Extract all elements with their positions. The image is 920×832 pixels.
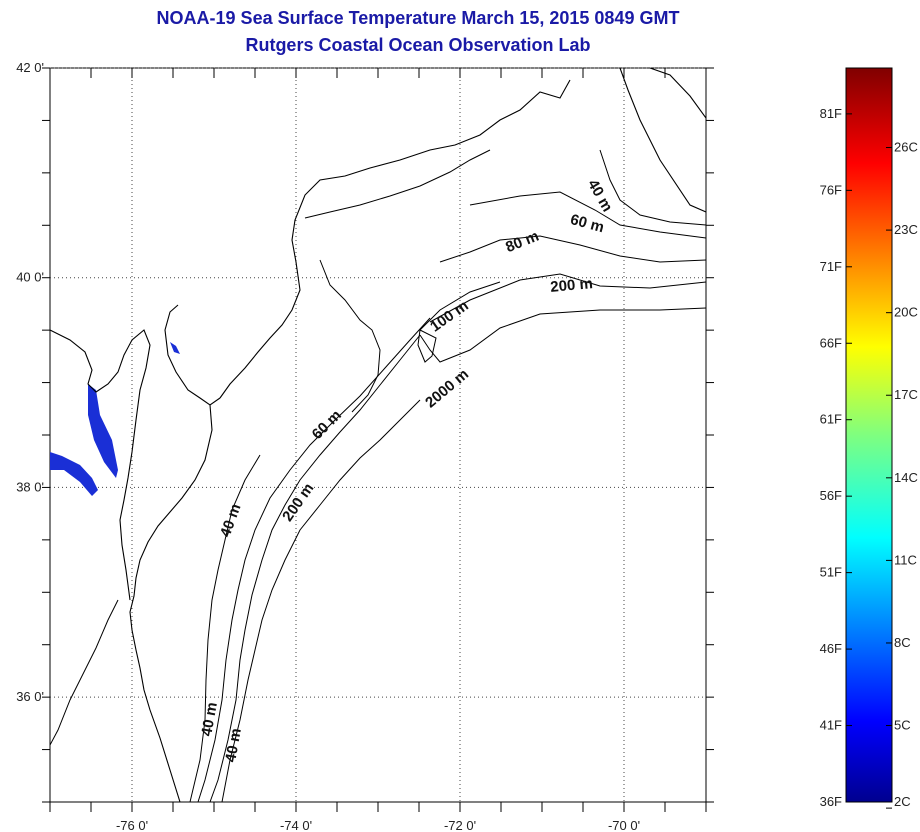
colorbar-label-c: 2C bbox=[894, 794, 911, 809]
map-subtitle: Rutgers Coastal Ocean Observation Lab bbox=[245, 35, 591, 55]
chesapeake-bay-water bbox=[88, 384, 118, 478]
isobath-40m-south bbox=[189, 454, 261, 802]
colorbar-label-f: 46F bbox=[820, 641, 842, 656]
chesapeake-bay-water bbox=[50, 452, 98, 496]
coastline-and-bathymetry bbox=[50, 68, 706, 802]
isobath-inner-shelf bbox=[319, 259, 381, 413]
colorbar-scale bbox=[845, 67, 893, 803]
lat-tick-label: 38 0' bbox=[16, 479, 44, 494]
colorbar-label-f: 66F bbox=[820, 335, 842, 350]
colorbar-label-f: 76F bbox=[820, 182, 842, 197]
colorbar-label-c: 17C bbox=[894, 387, 918, 402]
isobath-hudson-canyon bbox=[417, 329, 437, 363]
isobath-80m bbox=[439, 235, 706, 263]
lon-tick-label: -70 0' bbox=[608, 818, 640, 832]
colorbar-fahrenheit-labels: 81F 76F 71F 66F 61F 56F 51F 46F 41F 36F bbox=[820, 106, 852, 809]
isobath-label: 40 m bbox=[222, 727, 245, 764]
isobath-100m bbox=[419, 281, 501, 331]
axis-ticks bbox=[42, 67, 714, 812]
lon-tick-label: -74 0' bbox=[280, 818, 312, 832]
coastline-long-island bbox=[304, 149, 491, 219]
colorbar-label-c: 14C bbox=[894, 470, 918, 485]
lat-tick-label: 42 0' bbox=[16, 60, 44, 75]
lat-tick-label: 40 0' bbox=[16, 270, 44, 285]
colorbar-label-c: 8C bbox=[894, 635, 911, 650]
delaware-bay-water bbox=[170, 342, 180, 354]
colorbar-label-f: 41F bbox=[820, 718, 842, 733]
map-frame bbox=[49, 67, 707, 803]
lon-tick-label: -76 0' bbox=[116, 818, 148, 832]
colorbar-label-f: 81F bbox=[820, 106, 842, 121]
colorbar-label-c: 23C bbox=[894, 222, 918, 237]
isobath-60m-south bbox=[197, 317, 431, 802]
isobath-60m-north bbox=[469, 191, 706, 239]
colorbar-label-f: 61F bbox=[820, 412, 842, 427]
isobath-label: 40 m bbox=[198, 701, 221, 738]
isobath-200m-south bbox=[209, 334, 421, 802]
lat-tick-label: 36 0' bbox=[16, 689, 44, 704]
latitude-labels: 42 0' 40 0' 38 0' 36 0' bbox=[16, 60, 44, 704]
longitude-labels: -76 0' -74 0' -72 0' -70 0' bbox=[116, 818, 640, 832]
coastline-eastern-shore bbox=[50, 599, 119, 746]
lon-tick-label: -72 0' bbox=[444, 818, 476, 832]
isobath-label: 200 m bbox=[550, 275, 594, 296]
colorbar-celsius-labels: 26C 23C 20C 17C 14C 11C 8C 5C 2C bbox=[886, 140, 918, 809]
colorbar-label-c: 5C bbox=[894, 718, 911, 733]
colorbar-label-f: 56F bbox=[820, 488, 842, 503]
map-title: NOAA-19 Sea Surface Temperature March 15… bbox=[156, 8, 680, 28]
coastline-mid-atlantic bbox=[50, 68, 706, 802]
colorbar-label-c: 26C bbox=[894, 140, 918, 155]
colorbar-label-f: 71F bbox=[820, 259, 842, 274]
colorbar-label-f: 51F bbox=[820, 565, 842, 580]
isobath-200m-north bbox=[429, 273, 706, 323]
isobath-40m-north bbox=[599, 149, 706, 226]
colorbar-label-c: 11C bbox=[894, 552, 917, 567]
colorbar-label-c: 20C bbox=[894, 305, 918, 320]
isobath-2000m bbox=[221, 307, 706, 802]
colorbar-label-f: 36F bbox=[820, 794, 842, 809]
